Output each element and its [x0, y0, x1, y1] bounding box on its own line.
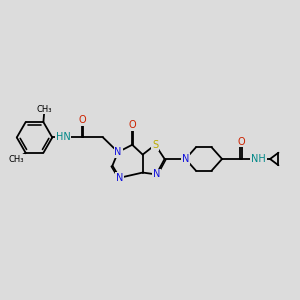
Text: O: O: [79, 115, 86, 125]
Text: CH₃: CH₃: [8, 154, 24, 164]
Text: O: O: [237, 136, 244, 147]
Text: CH₃: CH₃: [37, 105, 52, 114]
Text: N: N: [153, 169, 160, 179]
Text: NH: NH: [251, 154, 266, 164]
Text: N: N: [182, 154, 189, 164]
Text: HN: HN: [56, 133, 70, 142]
Text: S: S: [152, 140, 158, 150]
Text: N: N: [114, 147, 122, 157]
Text: N: N: [116, 173, 123, 183]
Text: O: O: [128, 120, 136, 130]
